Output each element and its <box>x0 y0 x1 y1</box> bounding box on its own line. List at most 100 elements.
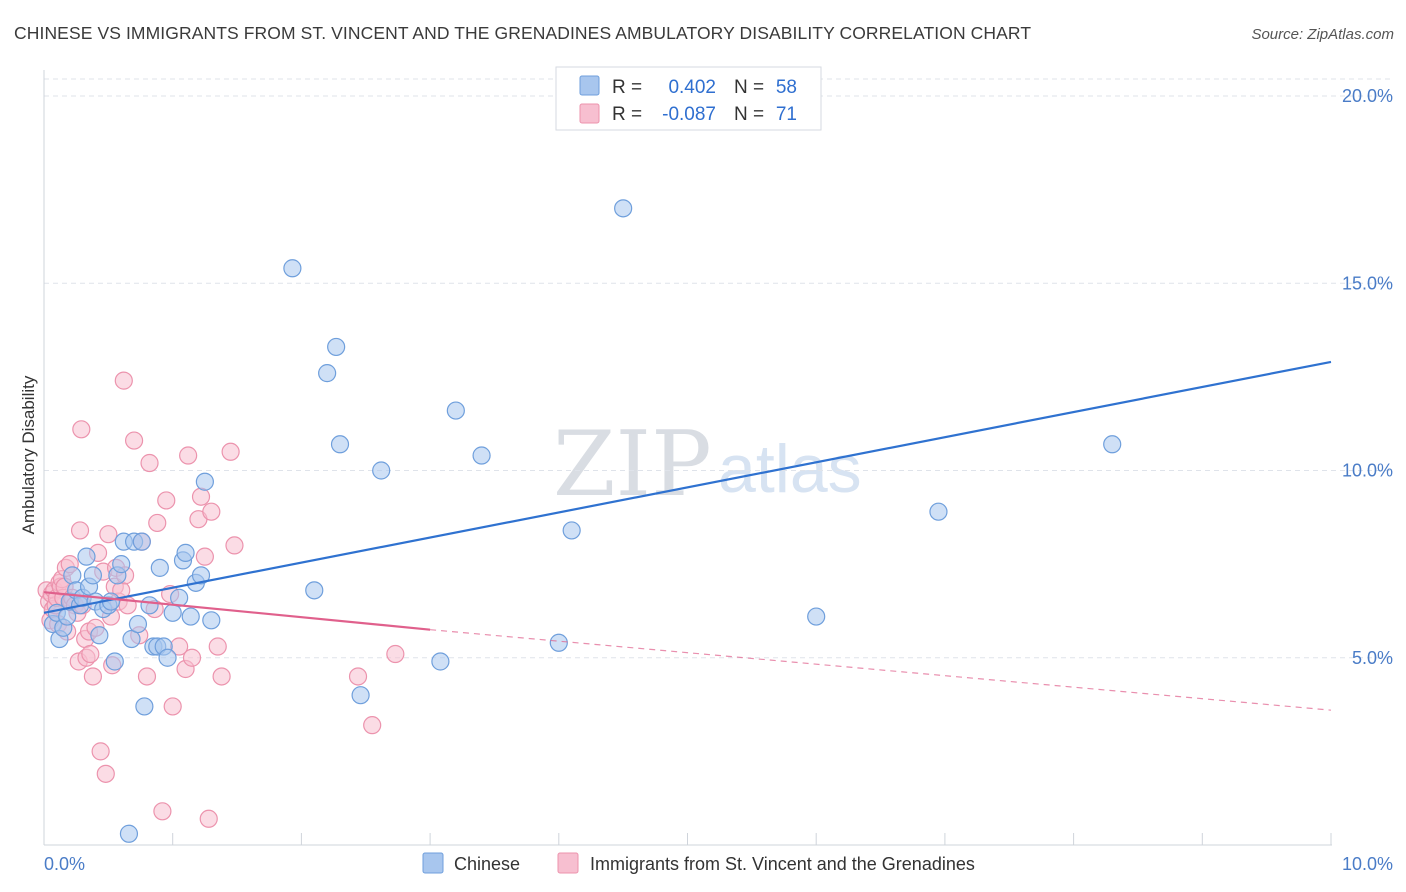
chinese-point <box>132 532 151 551</box>
svg-point <box>386 644 405 664</box>
svg-point <box>81 644 100 664</box>
watermark-zip: ZIP <box>553 412 712 517</box>
chinese-point <box>191 566 211 585</box>
svg-point <box>221 442 240 461</box>
chinese-point <box>150 558 169 577</box>
x-tick-label-min: 0.0% <box>44 854 85 874</box>
chinese-point <box>90 626 109 645</box>
svg-point <box>202 502 221 521</box>
svg-point <box>182 648 202 667</box>
svg-point <box>157 491 176 510</box>
chinese-point <box>105 652 124 671</box>
bottom-legend-swatch-svg <box>557 852 579 874</box>
legend-n-value-2: 71 <box>776 104 797 125</box>
chinese-point <box>549 633 568 652</box>
chart-source: Source: ZipAtlas.com <box>1251 26 1394 43</box>
y-tick-label: 5.0% <box>1352 648 1393 668</box>
chinese-point <box>318 364 337 383</box>
svg-point <box>96 764 115 783</box>
svg-point <box>70 521 90 540</box>
svg-point <box>163 697 182 716</box>
chinese-point <box>372 461 391 480</box>
legend-swatch-chinese <box>579 75 600 96</box>
svg-point <box>348 667 368 686</box>
svg-point <box>208 637 227 656</box>
chinese-point <box>446 401 465 420</box>
chart-title: CHINESE VS IMMIGRANTS FROM ST. VINCENT A… <box>14 23 1031 43</box>
series-chinese-points <box>43 199 1122 843</box>
svg-point <box>153 802 172 821</box>
chinese-point <box>431 652 450 671</box>
chinese-point <box>807 607 826 626</box>
legend-n-label-2: N = <box>734 104 764 125</box>
svg-point <box>140 453 159 473</box>
chinese-point <box>330 435 350 454</box>
y-tick-label: 15.0% <box>1342 273 1393 293</box>
svg-point <box>225 536 244 555</box>
svg-point <box>191 487 211 506</box>
y-tick-label: 20.0% <box>1342 86 1393 106</box>
svg-point <box>114 371 133 390</box>
watermark-atlas: atlas <box>718 431 862 507</box>
chinese-point <box>181 607 200 626</box>
svg-point <box>363 716 382 735</box>
stats-legend-box <box>555 66 822 131</box>
x-tick-label-max: 10.0% <box>1342 854 1393 874</box>
chinese-point <box>83 566 103 585</box>
chinese-point <box>112 555 131 574</box>
chinese-point <box>202 611 221 630</box>
trend-lines <box>43 360 1332 711</box>
chinese-point <box>327 337 346 357</box>
svg-point <box>124 431 144 450</box>
chinese-point <box>119 824 139 843</box>
svg-point <box>83 667 103 686</box>
x-tick-labels: 0.0% 10.0% <box>43 833 1393 874</box>
y-tick-label: 10.0% <box>1342 461 1393 481</box>
y-tick-labels: 5.0% 10.0% 15.0% 20.0% <box>1342 86 1393 668</box>
chinese-point <box>1103 435 1122 454</box>
svg-point <box>195 547 214 566</box>
chinese-point <box>128 614 148 634</box>
chinese-point <box>176 543 195 562</box>
bottom-legend-svg: Immigrants from St. Vincent and the Gren… <box>590 854 975 874</box>
chinese-point <box>562 521 581 540</box>
legend-swatch-svg <box>579 103 600 124</box>
chinese-point <box>135 697 154 716</box>
gridlines <box>44 78 1394 659</box>
stats-legend: R = 0.402 N = 58 R = -0.087 N = 71 <box>555 66 822 131</box>
bottom-legend-chinese: Chinese <box>454 854 520 874</box>
legend-r-value-2: -0.087 <box>662 104 716 125</box>
chinese-point <box>122 629 141 649</box>
svg-point <box>212 667 231 686</box>
chinese-point <box>929 502 948 521</box>
legend-n-label-1: N = <box>734 77 764 98</box>
svg-point <box>179 446 198 465</box>
svg-point <box>137 667 157 686</box>
series-legend: Chinese Immigrants from St. Vincent and … <box>422 852 975 874</box>
chinese-point <box>195 472 214 491</box>
trend-line-chinese <box>43 360 1332 614</box>
chinese-point <box>305 581 324 600</box>
legend-r-label-2: R = <box>612 104 642 125</box>
svg-point <box>99 525 118 544</box>
trend-line-svg-extrapolated <box>430 629 1332 711</box>
chinese-point <box>351 686 370 705</box>
chinese-point <box>77 547 96 566</box>
svg-point <box>72 420 91 439</box>
chinese-point <box>614 199 633 218</box>
chinese-point <box>140 596 159 615</box>
legend-r-label-1: R = <box>612 77 642 98</box>
chinese-point <box>283 259 302 278</box>
bottom-legend-swatch-chinese <box>422 852 444 874</box>
svg-point <box>91 742 110 761</box>
trend-line-svg <box>43 591 431 631</box>
legend-r-value-1: 0.402 <box>668 77 716 98</box>
chinese-point <box>63 566 82 585</box>
legend-n-value-1: 58 <box>776 77 797 98</box>
svg-point <box>199 809 218 828</box>
chinese-point <box>472 446 491 465</box>
y-axis-label: Ambulatory Disability <box>19 375 38 534</box>
svg-point <box>148 513 167 533</box>
chinese-point <box>158 648 177 667</box>
